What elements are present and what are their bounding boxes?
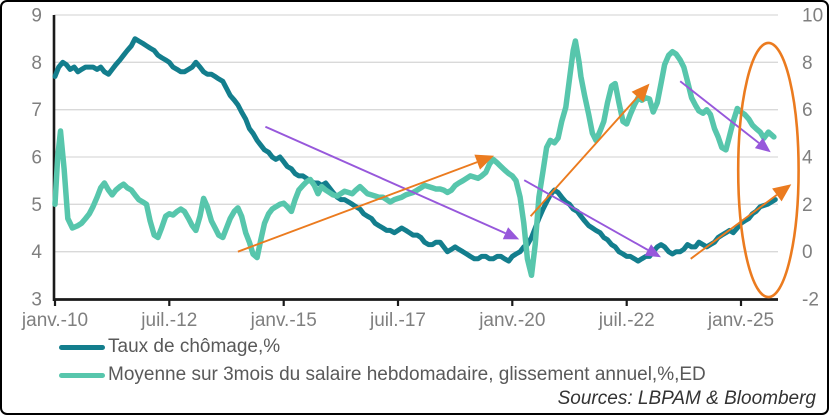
right-axis-tick-label: 6 [802,100,813,121]
right-axis-tick-label: 8 [802,53,813,74]
unemployment-downtrend-2014-2020-arrowhead [502,227,520,240]
left-axis-tick-label: 8 [31,53,42,74]
legend-label-unemployment: Taux de chômage,% [108,336,281,357]
right-axis-tick-label: 0 [802,242,813,263]
left-axis-tick-label: 6 [31,148,42,169]
unemployment-downtrend-2020-2023-arrowhead [644,244,661,258]
legend-item-wage-growth: Moyenne sur 3mois du salaire hebdomadair… [59,364,706,386]
right-axis-tick-label: -2 [802,290,819,311]
wage-growth-3m-line [52,38,777,279]
left-axis-tick-label: 7 [31,100,42,121]
unemployment-downtrend-2014-2020-arrow-line [265,125,506,235]
wage-uptrend-2020-2023-arrowhead [631,83,650,103]
legend-label-wage-growth: Moyenne sur 3mois du salaire hebdomadair… [108,364,706,385]
right-axis-tick-label: 4 [802,148,813,169]
x-tick-label: janv.-25 [707,310,774,331]
unemployment-uptrend-2024-2025-arrow-line [690,194,778,260]
wage-downtrend-2023-2025-arrow-line [679,80,760,144]
right-axis-tick-label: 10 [802,6,823,27]
x-tick-label: janv.-15 [250,310,317,331]
wage-uptrend-2020-2023-arrow-line [529,96,639,217]
left-axis-tick-label: 4 [31,242,42,263]
wage-uptrend-2014-2019-arrowhead [474,154,494,170]
left-axis-tick-label: 5 [31,195,42,216]
legend-item-unemployment: Taux de chômage,% [59,336,280,358]
wage-growth-line-swatch [59,372,105,378]
unemployment-rate-line [52,36,778,264]
x-tick-label: janv.-20 [478,310,545,331]
wage-downtrend-2023-2025-arrowhead [754,137,771,153]
x-tick-label: juil.-12 [140,310,197,331]
x-tick-label: janv.-10 [21,310,88,331]
unemployment-uptrend-2024-2025-arrowhead [772,184,792,202]
recent-period-highlight-ellipse [736,41,800,299]
x-tick-label: juil.-17 [369,310,426,331]
left-axis-tick-label: 9 [31,6,42,27]
unemployment-downtrend-2020-2023-arrow-line [523,179,649,251]
right-axis-tick-label: 2 [802,195,813,216]
x-tick-label: juil.-22 [598,310,655,331]
source-attribution: Sources: LBPAM & Bloomberg [557,388,816,409]
left-axis-tick-label: 3 [31,290,42,311]
wage-uptrend-2014-2019-arrow-line [237,161,478,253]
unemployment-line-swatch [59,344,105,350]
